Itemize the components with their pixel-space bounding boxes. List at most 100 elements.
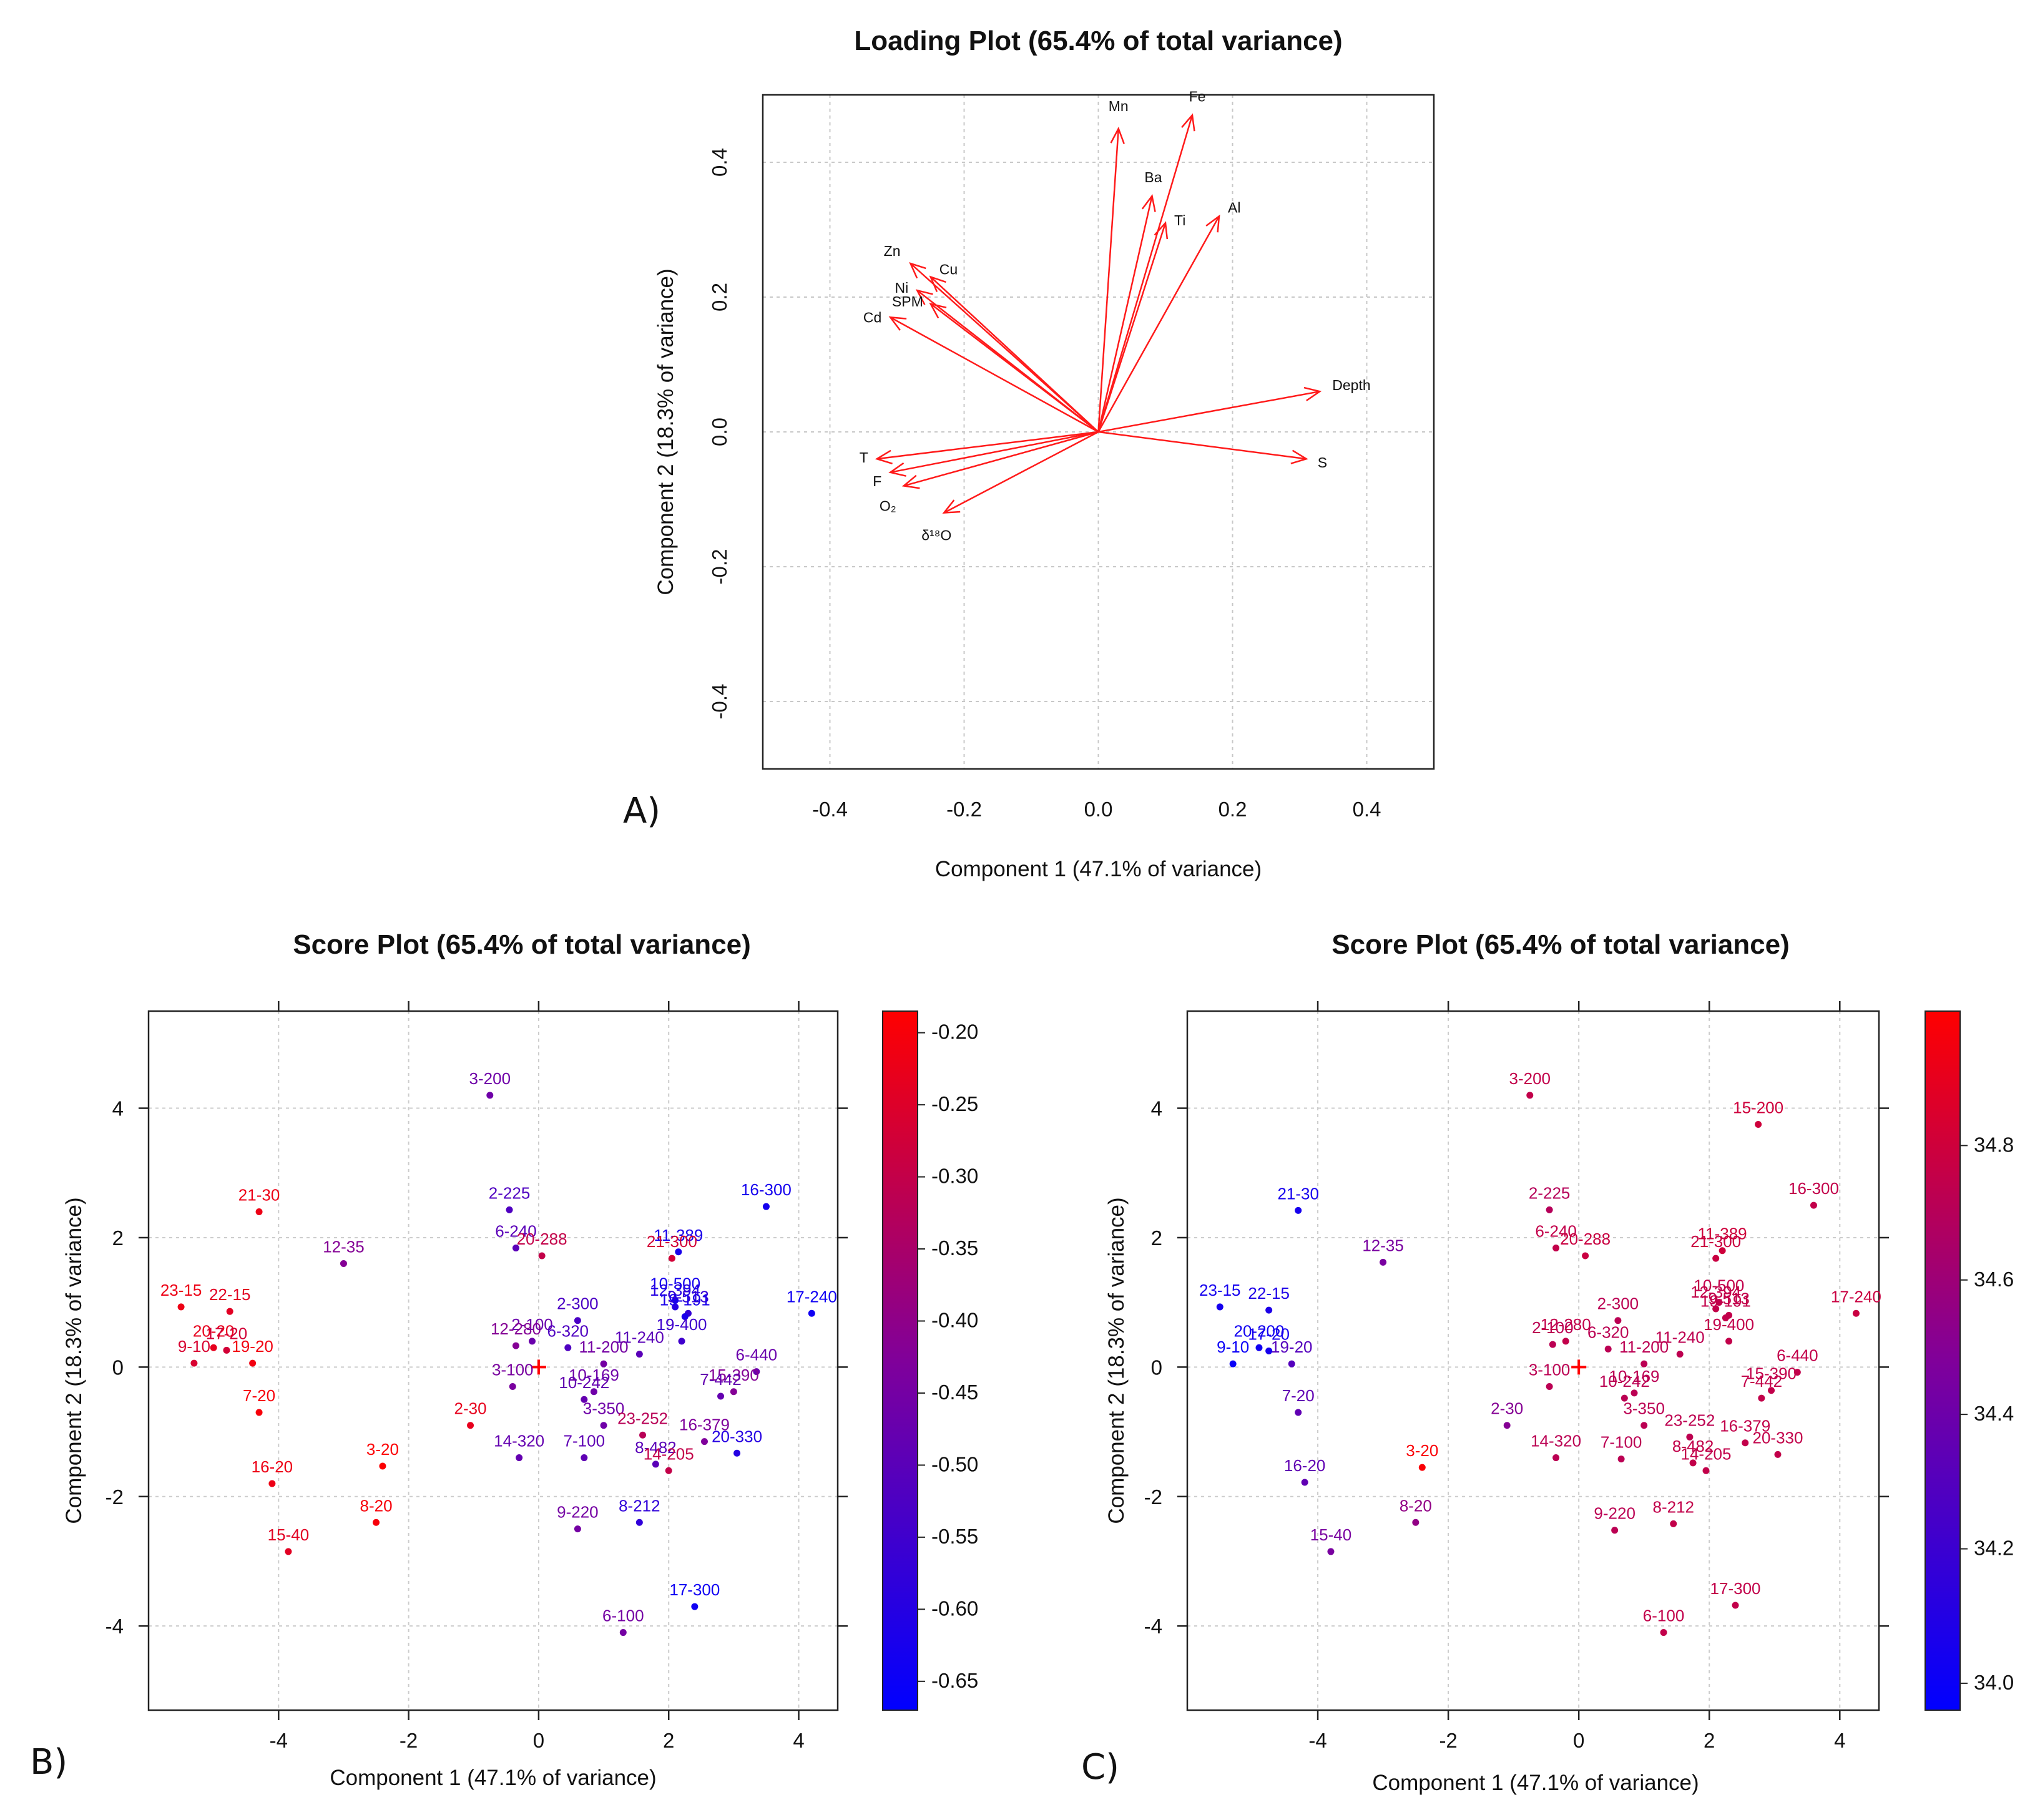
vector-label: Ni: [895, 280, 909, 296]
score-point: [1755, 1120, 1762, 1128]
score-point: [1719, 1247, 1726, 1255]
colorbar-tick-label: -0.30: [931, 1165, 978, 1188]
score-point: [762, 1203, 770, 1210]
point-label: 16-300: [741, 1180, 792, 1199]
y-tick-label: 0.2: [708, 283, 731, 311]
score-point: [340, 1260, 347, 1267]
colorbar-tick-label: -0.60: [931, 1597, 978, 1620]
loading-vector: [1097, 215, 1220, 433]
point-label: 17-300: [1710, 1579, 1761, 1598]
chart-title: Score Plot (65.4% of total variance): [1331, 929, 1790, 960]
score-point: [1768, 1387, 1775, 1394]
point-label: 20-200: [1233, 1321, 1284, 1340]
y-axis-label: Component 2 (18.3% of variance): [654, 268, 678, 595]
x-axis-label: Component 1 (47.1% of variance): [330, 1766, 656, 1790]
point-label: 9-513: [667, 1287, 709, 1306]
score-point: [672, 1303, 679, 1311]
score-point: [226, 1308, 233, 1315]
chart-title: Score Plot (65.4% of total variance): [293, 929, 751, 960]
point-label: 14-320: [1531, 1432, 1581, 1451]
point-label: 3-100: [1529, 1360, 1571, 1379]
point-label: 2-300: [1597, 1294, 1639, 1313]
x-tick-label: 4: [1834, 1729, 1845, 1752]
vector-arrowhead: [1205, 214, 1220, 233]
point-label: 12-280: [491, 1319, 541, 1338]
vector-arrowhead: [1181, 113, 1195, 132]
score-point: [574, 1317, 581, 1324]
y-tick-label: 4: [112, 1097, 124, 1120]
x-tick-label: -2: [1439, 1729, 1457, 1752]
score-point: [190, 1359, 198, 1367]
point-label: 10-242: [559, 1373, 609, 1392]
score-point: [1617, 1456, 1625, 1463]
point-label: 7-20: [243, 1386, 275, 1405]
score-point: [1732, 1602, 1739, 1609]
score-point: [1670, 1520, 1677, 1527]
loading-vector: [1097, 128, 1119, 433]
score-point: [1630, 1389, 1638, 1397]
score-point: [1686, 1433, 1694, 1441]
loading-vector: [1097, 195, 1153, 433]
point-label: 17-20: [1248, 1324, 1290, 1343]
score-point: [516, 1454, 523, 1462]
score-point: [600, 1360, 607, 1367]
point-label: 9-10: [1217, 1338, 1249, 1356]
point-label: 2-225: [489, 1183, 531, 1202]
chart-title: Loading Plot (65.4% of total variance): [854, 26, 1342, 56]
colorbar-tick-label: -0.45: [931, 1381, 978, 1404]
point-label: 16-300: [1788, 1179, 1839, 1198]
score-point: [1412, 1519, 1420, 1526]
point-label: 20-288: [1560, 1230, 1611, 1248]
point-label: 6-100: [1643, 1607, 1685, 1625]
score-point: [1380, 1258, 1387, 1266]
point-label: 20-330: [1752, 1428, 1803, 1447]
point-label: 20-20: [193, 1321, 235, 1340]
vector-label: Depth: [1332, 377, 1370, 393]
score-point: [379, 1462, 386, 1470]
point-label: 2-30: [1491, 1399, 1523, 1418]
point-label: 11-200: [579, 1338, 629, 1356]
x-axis-label: Component 1 (47.1% of variance): [1372, 1771, 1699, 1795]
score-point: [1526, 1092, 1534, 1099]
score-point: [672, 1297, 679, 1304]
score-point: [700, 1438, 708, 1446]
score-point: [590, 1388, 597, 1396]
colorbar-tick-label: 34.6: [1974, 1268, 2014, 1291]
score-point: [808, 1309, 815, 1317]
colorbar-tick-label: 34.4: [1974, 1402, 2014, 1425]
point-label: 9-10: [178, 1337, 210, 1356]
score-point: [467, 1422, 474, 1429]
score-point: [1689, 1459, 1697, 1467]
y-tick-label: 4: [1151, 1097, 1162, 1120]
point-label: 17-300: [669, 1580, 720, 1599]
score-point: [1660, 1629, 1667, 1637]
score-point: [506, 1206, 513, 1213]
point-label: 19-191: [1700, 1292, 1751, 1311]
colorbar-tick-label: -0.25: [931, 1092, 978, 1115]
point-label: 8-20: [360, 1496, 393, 1515]
point-label: 9-220: [557, 1503, 599, 1522]
vector-label: Ti: [1174, 212, 1185, 228]
score-point: [1614, 1317, 1622, 1324]
score-point: [619, 1629, 627, 1637]
loading-vector: [1097, 222, 1167, 433]
vector-label: S: [1318, 454, 1327, 471]
point-label: 19-191: [660, 1290, 710, 1309]
x-tick-label: 0.4: [1353, 798, 1381, 821]
point-label: 6-240: [1535, 1222, 1577, 1241]
score-point: [486, 1092, 494, 1099]
point-label: 23-15: [160, 1281, 202, 1299]
colorbar-tick-label: -0.20: [931, 1020, 978, 1044]
score-point: [635, 1519, 643, 1526]
panel-label: C): [1081, 1747, 1119, 1788]
score-point: [564, 1344, 572, 1351]
score-point: [678, 1338, 685, 1345]
vector-arrowhead: [929, 275, 946, 292]
colorbar-tick-label: 34.2: [1974, 1537, 2014, 1560]
vector-arrowhead: [1141, 194, 1156, 212]
score-point: [177, 1303, 185, 1311]
score-point: [1676, 1351, 1684, 1358]
point-label: 21-300: [647, 1232, 697, 1251]
score-point: [1582, 1252, 1589, 1260]
